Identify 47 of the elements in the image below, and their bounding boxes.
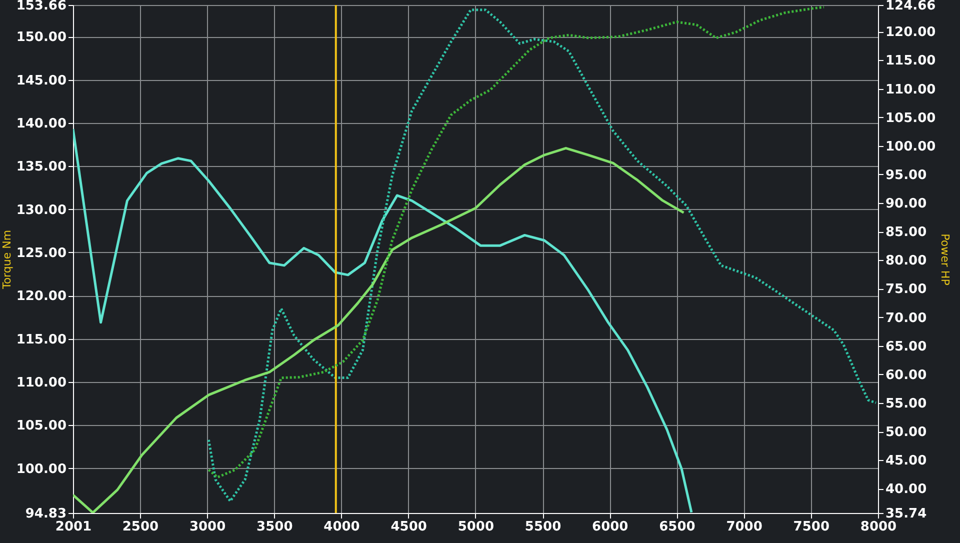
y2-tick-label: 70.00	[886, 310, 927, 326]
y-tick-label: 153.66	[16, 0, 66, 14]
x-tick-label: 6500	[659, 520, 696, 534]
y2-tick-label: 60.00	[886, 368, 927, 383]
x-tick-label: 7000	[726, 520, 762, 534]
y-tick-label: 100.00	[16, 462, 66, 477]
x-tick-label: 6000	[592, 520, 628, 534]
y-tick-label: 130.00	[16, 202, 66, 218]
y-tick-label: 105.00	[16, 418, 66, 434]
y-tick-label: 115.00	[16, 332, 66, 348]
y-tick-label: 110.00	[16, 376, 66, 391]
y2-tick-label: 50.00	[886, 425, 927, 440]
y2-tick-label: 105.00	[886, 110, 936, 126]
y2-tick-label: 120.00	[886, 25, 936, 40]
x-tick-label: 8000	[860, 520, 897, 534]
y-tick-label: 140.00	[16, 116, 66, 132]
y-tick-label: 150.00	[16, 30, 66, 46]
y-tick-label: 120.00	[16, 289, 66, 304]
y2-tick-label: 90.00	[886, 196, 927, 212]
y2-tick-label: 110.00	[886, 82, 936, 98]
x-tick-label: 4500	[390, 520, 427, 534]
y-axis-title: Torque Nm	[0, 230, 14, 290]
x-tick-label: 2500	[122, 520, 159, 534]
x-tick-label: 5500	[524, 520, 562, 534]
y2-tick-label: 85.00	[886, 225, 927, 240]
y2-tick-label: 75.00	[886, 282, 927, 298]
y2-tick-label: 115.00	[886, 54, 936, 69]
x-tick-label: 3000	[189, 520, 226, 534]
x-tick-label: 4000	[324, 520, 360, 534]
y2-tick-label: 95.00	[886, 168, 927, 183]
y-tick-label: 94.83	[25, 506, 66, 522]
x-tick-label: 5000	[458, 520, 494, 534]
y2-tick-label: 124.66	[886, 0, 936, 14]
x-tick-label: 3500	[256, 520, 293, 534]
y-tick-label: 145.00	[16, 73, 66, 88]
y2-tick-label: 55.00	[886, 396, 927, 412]
y2-tick-label: 45.00	[886, 454, 927, 469]
x-tick-label: 2001	[55, 520, 92, 534]
y2-axis-title: Power HP	[938, 234, 952, 286]
y2-tick-label: 40.00	[886, 482, 927, 498]
y2-tick-label: 80.00	[886, 254, 927, 269]
y-tick-label: 135.00	[16, 160, 66, 175]
y2-tick-label: 100.00	[886, 139, 936, 154]
y2-tick-label: 65.00	[886, 339, 927, 354]
y-tick-label: 125.00	[16, 246, 66, 261]
y2-tick-label: 35.74	[886, 506, 927, 522]
x-tick-label: 7500	[793, 520, 830, 534]
